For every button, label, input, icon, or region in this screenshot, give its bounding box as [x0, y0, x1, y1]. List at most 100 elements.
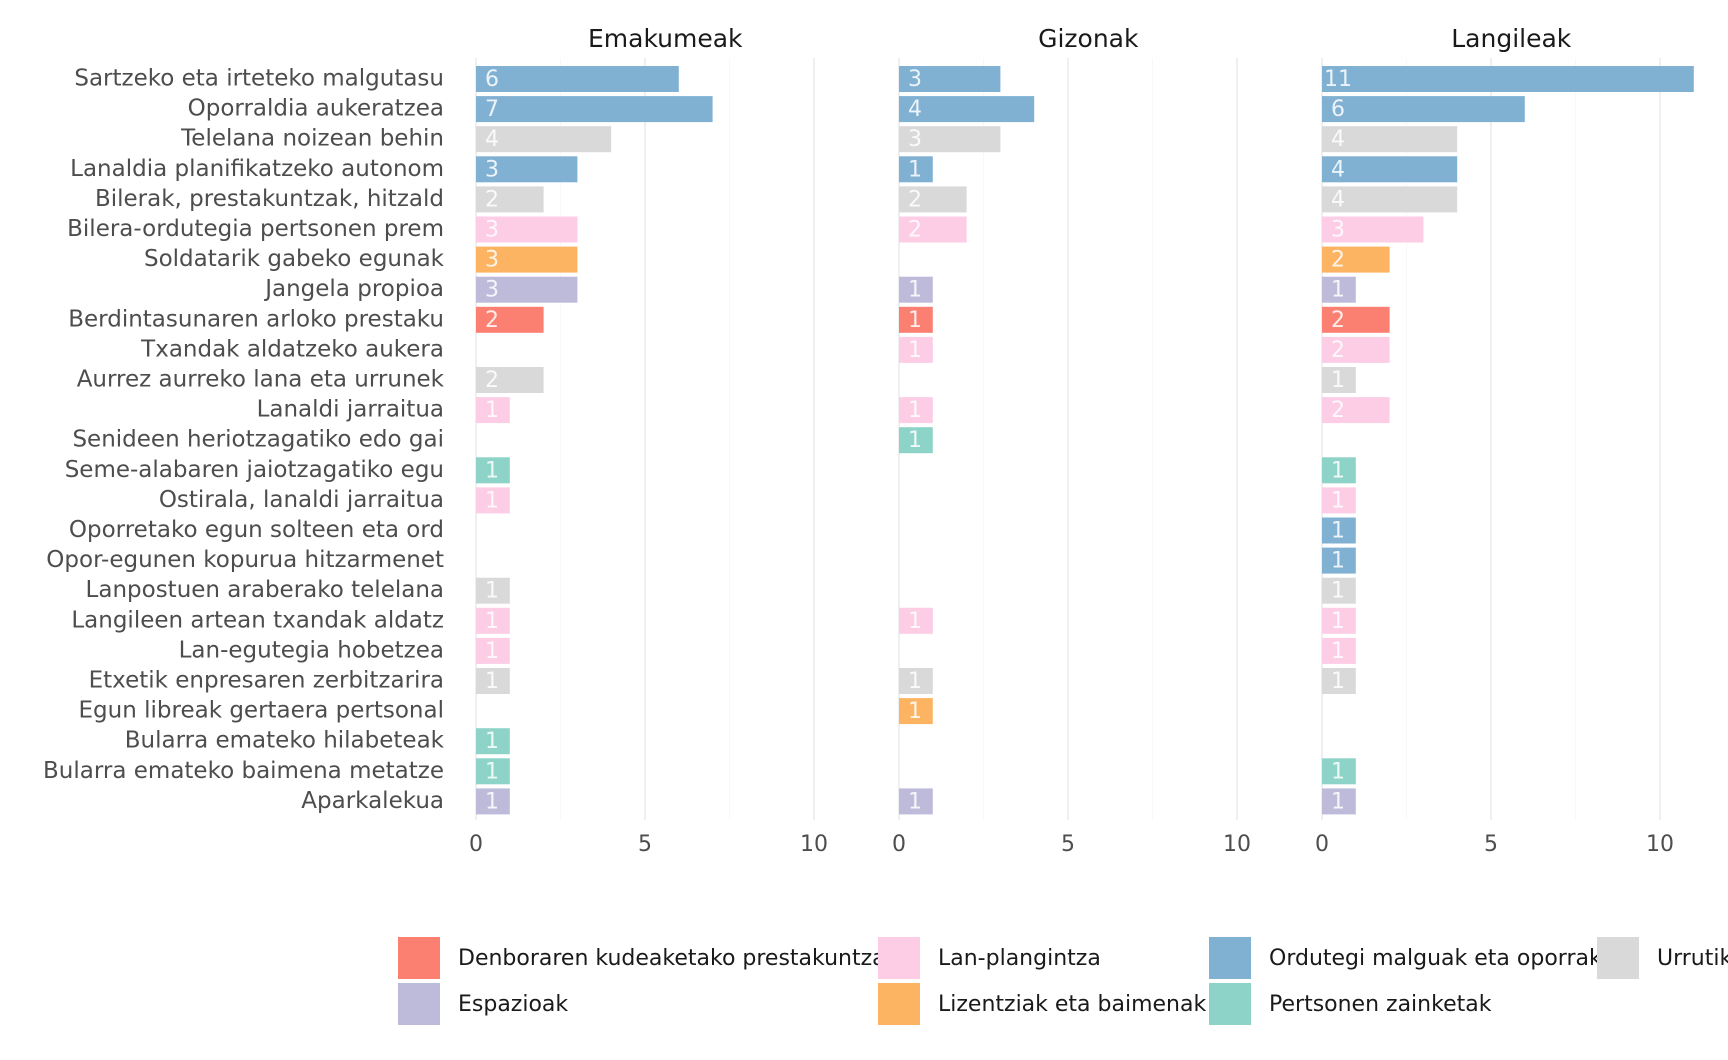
- facet-title: Emakumeak: [588, 24, 743, 53]
- bar: [1322, 336, 1390, 363]
- bar-value-label: 1: [485, 458, 499, 483]
- bar: [476, 758, 510, 785]
- bar: [899, 156, 933, 183]
- bar: [476, 246, 578, 273]
- bar: [1322, 517, 1356, 544]
- bar: [899, 397, 933, 424]
- bar-value-label: 1: [485, 398, 499, 423]
- bar: [476, 487, 510, 514]
- legend-label: Lizentziak eta baimenak: [938, 992, 1206, 1017]
- category-label: Soldatarik gabeko egunak: [144, 246, 445, 272]
- bar: [899, 126, 1001, 153]
- x-tick-label: 5: [1484, 832, 1498, 857]
- bar-value-label: 6: [485, 67, 499, 92]
- bar-value-label: 1: [908, 669, 922, 694]
- bar-value-label: 2: [485, 187, 499, 212]
- category-label: Ostirala, lanaldi jarraitua: [159, 487, 444, 513]
- bar: [476, 186, 544, 213]
- bar-value-label: 2: [1331, 398, 1345, 423]
- legend-item: Lan-plangintza: [878, 937, 1101, 979]
- bar: [1322, 577, 1356, 604]
- legend-label: Lan-plangintza: [938, 946, 1101, 971]
- category-label: Seme-alabaren jaiotzagatiko egu: [65, 457, 444, 483]
- category-label: Oporretako egun solteen eta ord: [69, 517, 444, 543]
- bar: [476, 156, 578, 183]
- bar: [1322, 126, 1458, 153]
- bar: [476, 367, 544, 393]
- legend-swatch: [878, 983, 920, 1025]
- bar-value-label: 3: [485, 218, 499, 243]
- category-label: Egun libreak gertaera pertsonal: [79, 698, 444, 724]
- bar-value-label: 1: [485, 639, 499, 664]
- bar: [476, 728, 510, 755]
- bar: [899, 336, 933, 363]
- bar-value-label: 1: [908, 157, 922, 182]
- facet-title: Langileak: [1451, 24, 1572, 53]
- bar: [1322, 457, 1356, 484]
- bar: [1322, 487, 1356, 514]
- bar-value-label: 1: [485, 579, 499, 604]
- bar-value-label: 1: [908, 308, 922, 333]
- bar-value-label: 2: [1331, 308, 1345, 333]
- category-label: Bilera-ordutegia pertsonen prem: [67, 216, 444, 242]
- legend-swatch: [1597, 937, 1639, 979]
- bar: [1322, 306, 1390, 333]
- category-label: Bilerak, prestakuntzak, hitzald: [95, 186, 444, 212]
- bar-value-label: 1: [1331, 789, 1345, 814]
- bar-value-label: 2: [485, 368, 499, 393]
- bar: [476, 577, 510, 604]
- legend-swatch: [1209, 983, 1251, 1025]
- category-label: Berdintasunaren arloko prestaku: [68, 306, 444, 332]
- legend-label: Urrutik: [1657, 946, 1728, 971]
- bar: [899, 788, 933, 815]
- gridlines: [475, 58, 1661, 820]
- bar-value-label: 4: [1331, 187, 1345, 212]
- category-label: Bularra emateko baimena metatze: [43, 758, 444, 784]
- category-label: Aparkalekua: [301, 788, 444, 814]
- category-label: Senideen heriotzagatiko edo gai: [72, 427, 444, 453]
- bar-value-label: 3: [908, 67, 922, 92]
- category-label: Etxetik enpresaren zerbitzarira: [89, 668, 444, 694]
- bar-value-label: 3: [908, 127, 922, 152]
- facet-title: Gizonak: [1038, 24, 1139, 53]
- bar-value-label: 1: [908, 789, 922, 814]
- x-tick-label: 0: [469, 832, 483, 857]
- bar-value-label: 1: [1331, 458, 1345, 483]
- bar-value-label: 3: [1331, 218, 1345, 243]
- bar-value-label: 11: [1324, 67, 1352, 92]
- bar: [476, 276, 578, 303]
- bar: [1322, 367, 1356, 393]
- legend-label: Espazioak: [458, 992, 568, 1017]
- category-label: Bularra emateko hilabeteak: [125, 728, 445, 754]
- bar: [1322, 156, 1458, 183]
- bar: [1322, 637, 1356, 664]
- bar-value-label: 1: [485, 789, 499, 814]
- bar: [1322, 276, 1356, 303]
- bar: [1322, 186, 1458, 213]
- bar-value-label: 1: [1331, 669, 1345, 694]
- bar-value-label: 1: [908, 338, 922, 363]
- category-label: Oporraldia aukeratzea: [188, 96, 444, 122]
- bar: [899, 427, 933, 454]
- bar-value-label: 4: [485, 127, 499, 152]
- legend-label: Denboraren kudeaketako prestakuntza: [458, 946, 886, 971]
- bar-value-label: 2: [1331, 248, 1345, 273]
- x-tick-label: 10: [800, 832, 828, 857]
- bar-value-label: 4: [1331, 127, 1345, 152]
- x-tick-label: 0: [1315, 832, 1329, 857]
- category-label: Lanpostuen araberako telelana: [86, 577, 444, 603]
- legend-label: Ordutegi malguak eta oporrak: [1269, 946, 1602, 971]
- bar-value-label: 1: [1331, 759, 1345, 784]
- bar-value-label: 4: [908, 97, 922, 122]
- legend-swatch: [398, 983, 440, 1025]
- bar: [476, 306, 544, 333]
- bar: [476, 126, 612, 153]
- category-label: Opor-egunen kopurua hitzarmenet: [46, 547, 444, 573]
- bar: [476, 397, 510, 424]
- legend-label: Pertsonen zainketak: [1269, 992, 1492, 1017]
- bar-value-label: 1: [1331, 549, 1345, 574]
- bar-value-label: 4: [1331, 157, 1345, 182]
